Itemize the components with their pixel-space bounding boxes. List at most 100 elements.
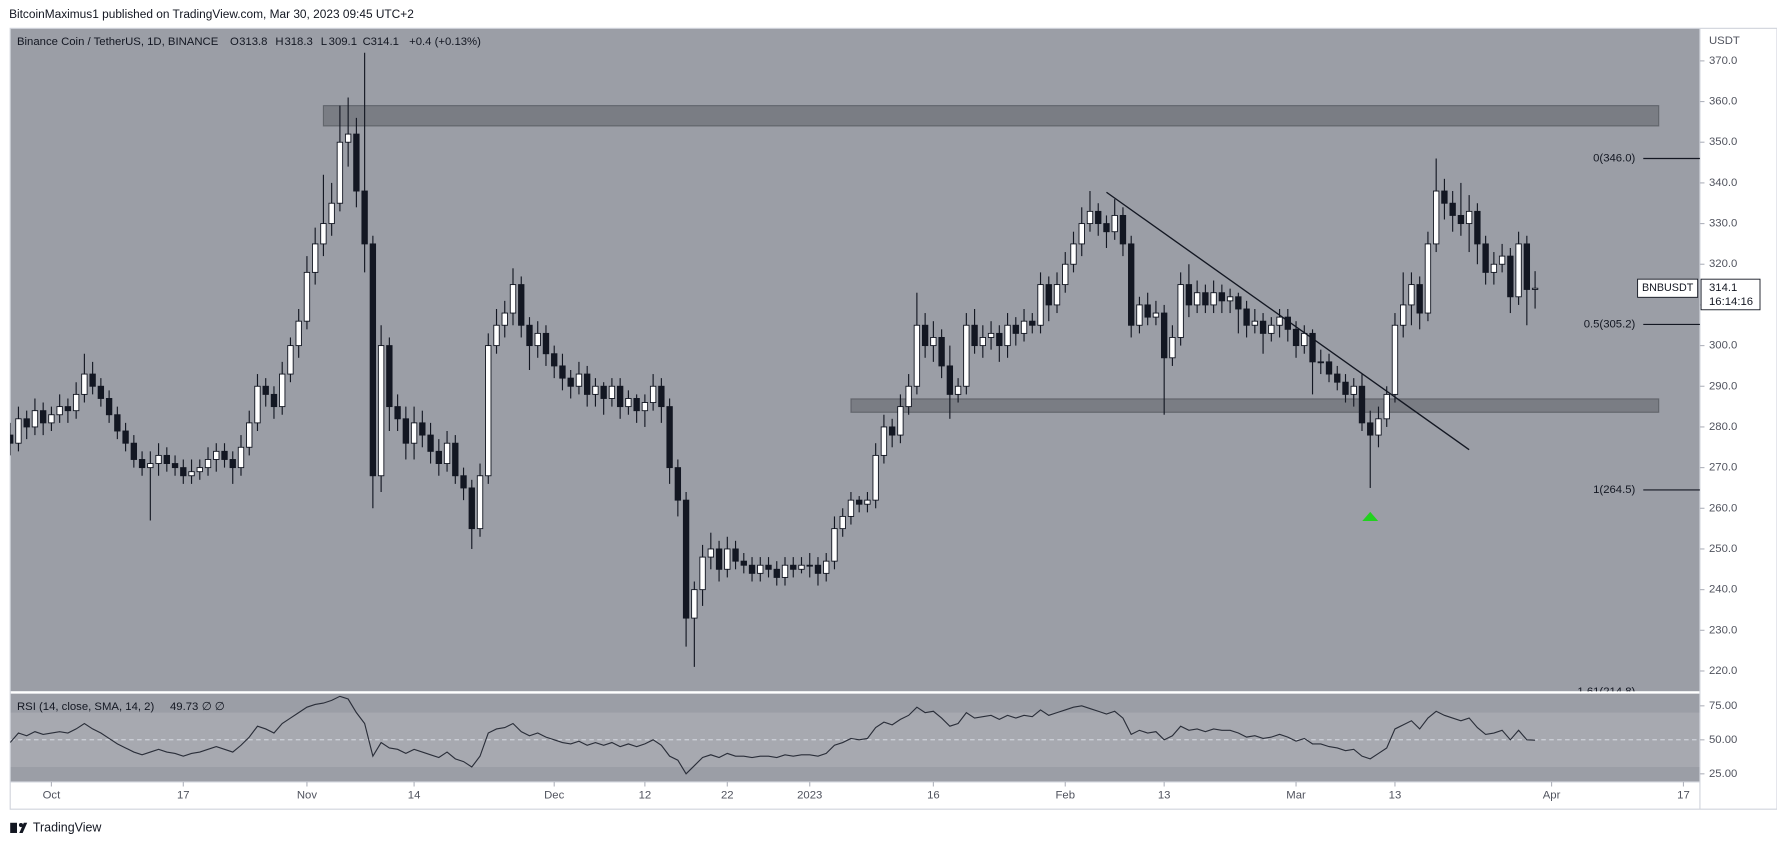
- zones: [322, 105, 1660, 413]
- x-tick-label: Nov: [297, 790, 317, 802]
- candle-down: [1416, 284, 1423, 314]
- y-tick-label: 370.0: [1709, 55, 1737, 67]
- candle-down: [171, 463, 179, 469]
- candle-up: [1226, 296, 1234, 302]
- candle-up: [1531, 287, 1539, 290]
- candle-down: [971, 324, 978, 347]
- x-tick-label: Dec: [544, 790, 564, 802]
- x-tick-label: Oct: [43, 790, 61, 802]
- candle-up: [872, 454, 879, 501]
- countdown: 16:14:16: [1709, 296, 1753, 308]
- fib-label: 1.61(214.8): [1577, 686, 1635, 698]
- candle-up: [1268, 324, 1275, 334]
- x-tick-label: Mar: [1286, 790, 1306, 802]
- candle-down: [1507, 255, 1514, 298]
- candle-up: [1408, 284, 1415, 306]
- candle-up: [287, 345, 294, 375]
- candle-down: [89, 373, 96, 387]
- candle-down: [666, 406, 673, 469]
- candle-up: [15, 418, 22, 444]
- candle-up: [757, 564, 764, 574]
- candle-down: [427, 434, 434, 452]
- candle-up: [1424, 243, 1432, 314]
- x-tick-label: 13: [1158, 790, 1171, 802]
- price-tag: [1700, 278, 1761, 311]
- candle-down: [122, 430, 129, 444]
- candle-up: [592, 385, 599, 395]
- candle-up: [1515, 243, 1522, 298]
- candle-down: [559, 365, 566, 379]
- zone: [322, 105, 1660, 127]
- candle-down: [682, 499, 690, 619]
- x-tick-label: 13: [1389, 790, 1402, 802]
- candle-up: [1111, 214, 1118, 233]
- symbol-title: Binance Coin / TetherUS, 1D, BINANCE: [17, 36, 219, 48]
- candle-down: [402, 418, 410, 444]
- candle-up: [48, 414, 55, 424]
- symbol-tag: [1637, 278, 1699, 298]
- candle-down: [435, 450, 442, 464]
- candle-up: [1432, 190, 1440, 245]
- candle-up: [493, 324, 500, 347]
- candle-down: [64, 406, 72, 412]
- candle-down: [10, 434, 14, 444]
- rsi-value: 49.73: [170, 701, 198, 713]
- rsi: [10, 695, 1700, 775]
- y-tick-label: 230.0: [1709, 624, 1737, 636]
- candle-up: [1391, 324, 1399, 395]
- rsi-y-tick-label: 50.00: [1709, 734, 1737, 746]
- candle-up: [979, 337, 987, 347]
- candle-down: [658, 385, 665, 408]
- candle-up: [691, 589, 698, 619]
- candle-up: [699, 556, 706, 591]
- candle-down: [526, 324, 533, 347]
- y-tick-label: 260.0: [1709, 502, 1737, 514]
- candle-down: [518, 284, 525, 326]
- candle-down: [130, 442, 138, 460]
- candle-up: [641, 402, 649, 412]
- candle-up: [476, 475, 484, 530]
- legend-o-label: O: [230, 36, 239, 48]
- x-tick-label: 2023: [797, 790, 822, 802]
- candle-up: [72, 393, 80, 412]
- candle-up: [575, 373, 583, 387]
- candle-down: [633, 398, 640, 412]
- candle-down: [888, 426, 896, 436]
- candle-down: [856, 499, 863, 505]
- candle-up: [1037, 284, 1044, 326]
- pane-separator: [10, 691, 1700, 694]
- candle-down: [105, 398, 113, 416]
- candle-down: [394, 406, 401, 420]
- candle-up: [1086, 210, 1094, 225]
- candle-up: [1498, 255, 1506, 265]
- candle-down: [369, 243, 377, 477]
- candle-up: [312, 243, 319, 273]
- candle-down: [1334, 373, 1341, 383]
- candle-down: [600, 385, 607, 399]
- candle-up: [1317, 361, 1324, 364]
- rsi-line: [10, 695, 1536, 775]
- candle-up: [839, 515, 846, 530]
- rsi-y-tick-label: 75.00: [1709, 700, 1737, 712]
- candle-down: [163, 454, 170, 464]
- candle-down: [748, 564, 756, 574]
- y-tick-label: 330.0: [1709, 218, 1737, 230]
- candle-up: [196, 467, 203, 473]
- candle-down: [97, 385, 105, 399]
- x-tick-label: 22: [721, 790, 734, 802]
- fib-label: 0(346.0): [1593, 152, 1635, 164]
- rsi-y-tick-label: 25.00: [1709, 768, 1737, 780]
- candle-down: [542, 332, 550, 355]
- legend-c-value: 314.1: [371, 36, 399, 48]
- y-tick-label: 250.0: [1709, 543, 1737, 555]
- legend-change: +0.4 (+0.13%): [409, 36, 481, 48]
- legend-c-label: C: [363, 36, 371, 48]
- candle-up: [1375, 418, 1382, 436]
- x-tick-label: Apr: [1543, 790, 1561, 802]
- x-tick-label: Feb: [1055, 790, 1075, 802]
- axes: 370.0360.0350.0340.0330.0320.0310.0300.0…: [43, 55, 1761, 802]
- candle-down: [1160, 312, 1168, 359]
- candle-up: [1177, 284, 1184, 338]
- candle-up: [1070, 243, 1077, 265]
- candle-down: [765, 564, 772, 570]
